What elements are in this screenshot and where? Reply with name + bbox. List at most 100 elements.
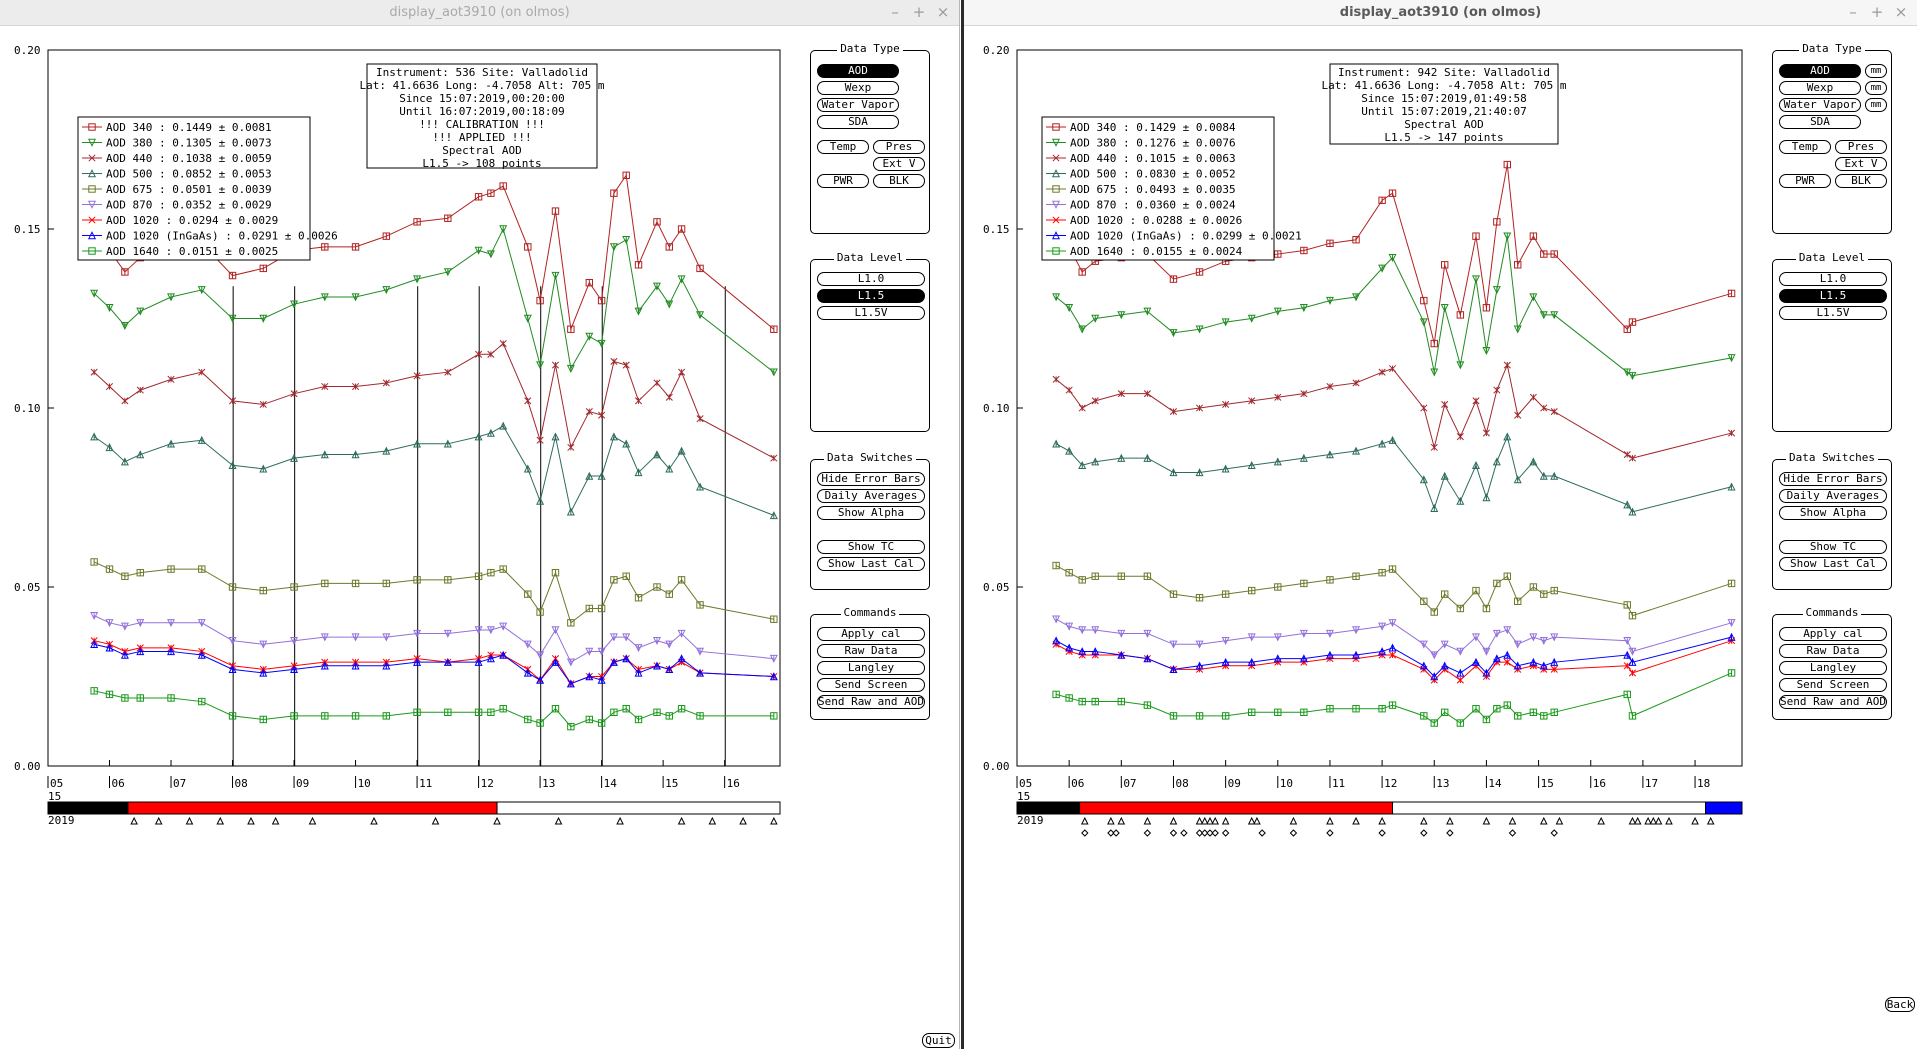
x-tick-label: 06 xyxy=(112,777,125,790)
data-point xyxy=(136,386,144,394)
x-tick-label: 08 xyxy=(235,777,248,790)
send-raw-and-aod-button[interactable]: Send Raw and AOD xyxy=(817,695,925,709)
mm-button[interactable]: mm xyxy=(1865,81,1887,95)
temp-button[interactable]: Temp xyxy=(1779,140,1831,154)
data-point xyxy=(321,712,329,720)
data-point xyxy=(536,496,545,505)
aod-plot[interactable]: 0.00 0.05 0.10 0.15 0.20 05 06 07 08 09 10 11 12 13 14… xyxy=(964,26,1917,1049)
data-point xyxy=(1388,701,1397,709)
data-point xyxy=(551,432,560,441)
show-alpha-button[interactable]: Show Alpha xyxy=(1779,506,1887,520)
data-point xyxy=(634,594,643,602)
temp-button[interactable]: Temp xyxy=(817,140,869,154)
langley-button[interactable]: Langley xyxy=(1779,661,1887,675)
show-tc-button[interactable]: Show TC xyxy=(817,540,925,554)
title-bar[interactable]: display_aot3910 (on olmos) – + × xyxy=(964,0,1917,26)
data-point xyxy=(351,579,360,588)
sda-button[interactable]: SDA xyxy=(1779,115,1861,129)
measurement-triangle-marker xyxy=(1446,816,1454,825)
ext-v-button[interactable]: Ext V xyxy=(873,157,925,171)
send-screen-button[interactable]: Send Screen xyxy=(1779,678,1887,692)
maximize-icon[interactable]: + xyxy=(912,3,926,21)
level-l15v-button[interactable]: L1.5V xyxy=(1779,306,1887,320)
data-point xyxy=(677,576,686,584)
data-point xyxy=(1529,633,1538,642)
data-point xyxy=(1529,583,1538,591)
minimize-icon[interactable]: – xyxy=(1849,3,1857,21)
show-last-cal-button[interactable]: Show Last Cal xyxy=(817,557,925,571)
legend-marker xyxy=(1052,216,1060,224)
legend-entry: AOD 440 : 0.1015 ± 0.0063 xyxy=(1070,152,1236,165)
aod-plot[interactable]: 0.00 0.05 0.10 0.15 0.20 05 06 07 08 09 10 11 12 13 14… xyxy=(0,26,960,1049)
ext-v-button[interactable]: Ext V xyxy=(1835,157,1887,171)
daily-averages-button[interactable]: Daily Averages xyxy=(817,489,925,503)
close-icon[interactable]: × xyxy=(936,3,950,21)
mm-button[interactable]: mm xyxy=(1865,64,1887,78)
mm-button[interactable]: mm xyxy=(1865,98,1887,112)
title-bar[interactable]: display_aot3910 (on olmos) – + × xyxy=(0,0,959,26)
wexp-button[interactable]: Wexp xyxy=(817,81,899,95)
level-l10-button[interactable]: L1.0 xyxy=(1779,272,1887,286)
data-point xyxy=(499,421,508,430)
back-button[interactable]: Back xyxy=(1885,997,1915,1012)
data-point xyxy=(167,619,176,628)
data-point xyxy=(696,482,705,491)
data-point xyxy=(1052,439,1061,448)
measurement-diamond-marker xyxy=(1508,829,1517,837)
pwr-button[interactable]: PWR xyxy=(817,174,869,188)
langley-button[interactable]: Langley xyxy=(817,661,925,675)
data-point xyxy=(1065,622,1074,631)
water-vapor-button[interactable]: Water Vapor xyxy=(1779,98,1861,112)
hide-error-bars-button[interactable]: Hide Error Bars xyxy=(1779,472,1887,486)
data-point xyxy=(1299,453,1308,462)
show-alpha-button[interactable]: Show Alpha xyxy=(817,506,925,520)
minimize-icon[interactable]: – xyxy=(891,3,899,21)
data-point xyxy=(136,694,144,702)
data-point xyxy=(567,443,575,451)
info-line: Until 16:07:2019,00:18:09 xyxy=(399,105,565,118)
data-point xyxy=(1325,296,1334,305)
sda-button[interactable]: SDA xyxy=(817,115,899,129)
pwr-button[interactable]: PWR xyxy=(1779,174,1831,188)
pres-button[interactable]: Pres xyxy=(1835,140,1887,154)
level-l15-button[interactable]: L1.5 xyxy=(1779,289,1887,303)
level-l10-button[interactable]: L1.0 xyxy=(817,272,925,286)
pres-button[interactable]: Pres xyxy=(873,140,925,154)
data-point xyxy=(1247,314,1256,323)
show-last-cal-button[interactable]: Show Last Cal xyxy=(1779,557,1887,571)
data-point xyxy=(566,507,575,516)
send-screen-button[interactable]: Send Screen xyxy=(817,678,925,692)
data-point xyxy=(1222,400,1230,408)
data-point xyxy=(413,576,421,584)
aod-button[interactable]: AOD xyxy=(1779,64,1861,78)
level-l15v-button[interactable]: L1.5V xyxy=(817,306,925,320)
data-point xyxy=(1529,293,1538,302)
data-point xyxy=(443,657,452,666)
info-box xyxy=(1329,63,1559,145)
water-vapor-button[interactable]: Water Vapor xyxy=(817,98,899,112)
quit-button[interactable]: Quit xyxy=(922,1033,955,1048)
hide-error-bars-button[interactable]: Hide Error Bars xyxy=(817,472,925,486)
level-l15-button[interactable]: L1.5 xyxy=(817,289,925,303)
window-title: display_aot3910 (on olmos) xyxy=(1339,5,1542,20)
show-tc-button[interactable]: Show TC xyxy=(1779,540,1887,554)
raw-data-button[interactable]: Raw Data xyxy=(1779,644,1887,658)
apply-cal-button[interactable]: Apply cal xyxy=(1779,627,1887,641)
close-icon[interactable]: × xyxy=(1894,3,1908,21)
data-point xyxy=(228,583,237,591)
panel-title: Data Switches xyxy=(823,451,917,464)
data-point xyxy=(120,650,129,659)
data-point xyxy=(770,615,778,623)
raw-data-button[interactable]: Raw Data xyxy=(817,644,925,658)
data-point xyxy=(677,446,686,455)
data-point xyxy=(1550,665,1558,673)
aod-button[interactable]: AOD xyxy=(817,64,899,78)
daily-averages-button[interactable]: Daily Averages xyxy=(1779,489,1887,503)
send-raw-and-aod-button[interactable]: Send Raw and AOD xyxy=(1779,695,1887,709)
apply-cal-button[interactable]: Apply cal xyxy=(817,627,925,641)
maximize-icon[interactable]: + xyxy=(1870,3,1884,21)
blk-button[interactable]: BLK xyxy=(873,174,925,188)
blk-button[interactable]: BLK xyxy=(1835,174,1887,188)
data-point xyxy=(551,626,560,635)
wexp-button[interactable]: Wexp xyxy=(1779,81,1861,95)
